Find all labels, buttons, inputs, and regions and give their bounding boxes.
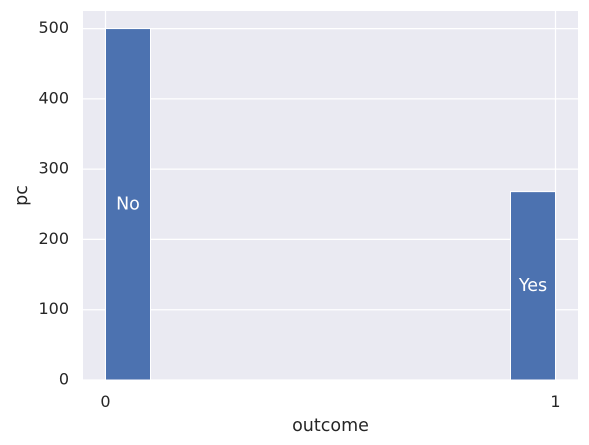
- y-axis-label: pc: [12, 185, 32, 206]
- bar-no: [105, 28, 151, 381]
- y-tick-label: 100: [38, 299, 69, 318]
- x-axis-label: outcome: [292, 416, 369, 436]
- y-tick-labels: 0 100 200 300 400 500: [38, 18, 69, 388]
- bars: [105, 28, 556, 381]
- x-tick-label: 1: [550, 392, 560, 411]
- y-tick-label: 300: [38, 159, 69, 178]
- bar-labels: No Yes: [116, 194, 547, 296]
- x-tick-label: 0: [100, 392, 110, 411]
- plot-area: [83, 11, 578, 380]
- bar-label: Yes: [518, 276, 547, 296]
- bar-yes: [510, 191, 556, 381]
- y-tick-label: 500: [38, 18, 69, 37]
- y-tick-label: 0: [59, 370, 69, 389]
- y-tick-label: 200: [38, 229, 69, 248]
- bar-label: No: [116, 194, 140, 214]
- y-tick-label: 400: [38, 88, 69, 107]
